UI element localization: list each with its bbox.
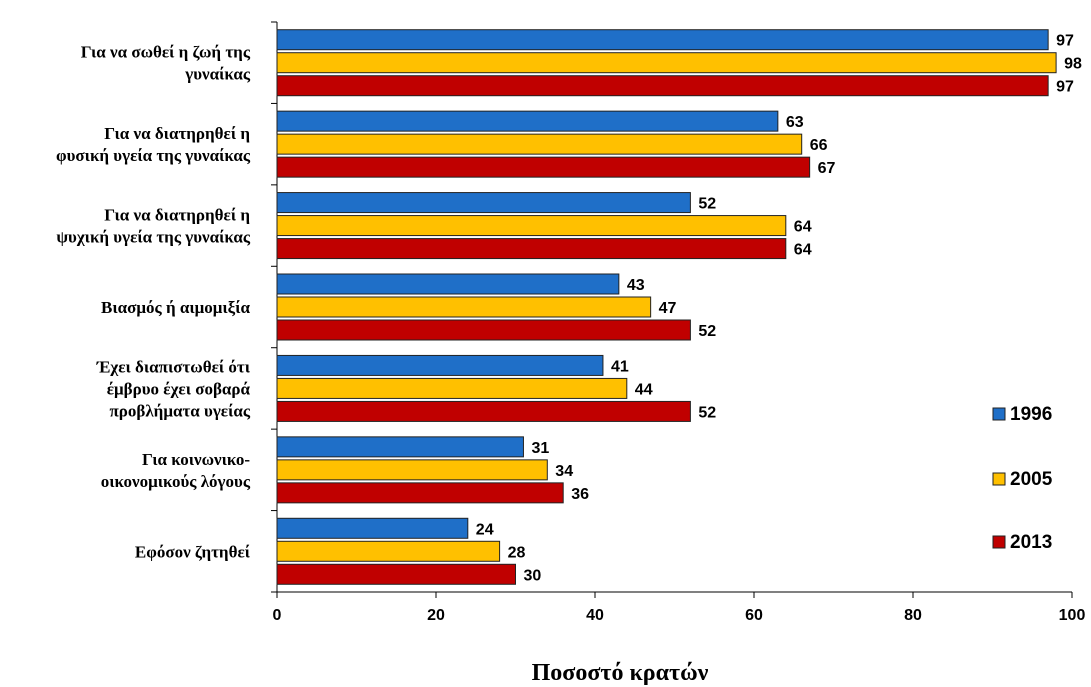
bar bbox=[276, 192, 691, 214]
category-label: Βιασμός ή αιμομιξία bbox=[101, 298, 250, 317]
value-label: 97 bbox=[1056, 33, 1074, 50]
value-label: 97 bbox=[1056, 79, 1074, 96]
bar bbox=[276, 459, 548, 481]
value-label: 30 bbox=[524, 567, 542, 584]
bar bbox=[276, 156, 811, 178]
bar bbox=[276, 377, 628, 399]
x-tick-label: 100 bbox=[1059, 607, 1086, 624]
category-label: Για να σωθεί η ζωή της γυναίκας bbox=[81, 43, 251, 84]
value-label: 43 bbox=[627, 277, 645, 294]
value-label: 31 bbox=[531, 440, 549, 457]
value-label: 28 bbox=[508, 544, 526, 561]
x-tick-label: 80 bbox=[904, 607, 922, 624]
bar bbox=[276, 52, 1057, 74]
value-label: 34 bbox=[555, 463, 573, 480]
value-label: 24 bbox=[476, 521, 494, 538]
legend-swatch bbox=[992, 535, 1006, 549]
bar bbox=[276, 273, 620, 295]
bar bbox=[276, 540, 501, 562]
legend-label: 2005 bbox=[1010, 469, 1053, 490]
x-tick-label: 40 bbox=[586, 607, 604, 624]
bar bbox=[276, 238, 787, 260]
value-label: 64 bbox=[794, 242, 812, 259]
value-label: 36 bbox=[571, 486, 589, 503]
bar bbox=[276, 354, 604, 376]
value-label: 44 bbox=[635, 381, 653, 398]
legend-label: 1996 bbox=[1010, 404, 1052, 425]
bar bbox=[276, 29, 1049, 51]
bar bbox=[276, 482, 564, 504]
bar bbox=[276, 319, 691, 341]
category-label: Εφόσον ζητηθεί bbox=[135, 542, 251, 561]
value-label: 64 bbox=[794, 219, 812, 236]
category-label: Για να διατηρηθεί η φυσική υγεία της γυνα… bbox=[56, 124, 251, 165]
category-label: Για κοινωνικο-οικονομικούς λόγους bbox=[101, 450, 251, 491]
bar bbox=[276, 563, 516, 585]
x-tick-label: 60 bbox=[745, 607, 763, 624]
value-label: 52 bbox=[698, 323, 716, 340]
x-tick-label: 0 bbox=[273, 607, 282, 624]
category-label: Έχει διαπιστωθεί ότι έμβρυο έχει σοβαρά πρ… bbox=[96, 357, 251, 420]
legend-swatch bbox=[992, 472, 1006, 486]
value-label: 63 bbox=[786, 114, 804, 131]
bar bbox=[276, 296, 652, 318]
value-label: 47 bbox=[659, 300, 677, 317]
x-tick-label: 20 bbox=[427, 607, 445, 624]
legend-label: 2013 bbox=[1010, 532, 1052, 553]
bar bbox=[276, 75, 1049, 97]
bar bbox=[276, 110, 779, 132]
bar bbox=[276, 517, 469, 539]
category-label: Για να διατηρηθεί η ψυχική υγεία της γυνα… bbox=[56, 206, 251, 247]
value-label: 98 bbox=[1064, 56, 1082, 73]
bar bbox=[276, 436, 524, 458]
bar bbox=[276, 400, 691, 422]
value-label: 67 bbox=[818, 160, 836, 177]
value-label: 52 bbox=[698, 196, 716, 213]
value-label: 41 bbox=[611, 358, 629, 375]
x-axis-title: Ποσοστό κρατών bbox=[532, 660, 709, 686]
bar bbox=[276, 215, 787, 237]
value-label: 66 bbox=[810, 137, 828, 154]
bar bbox=[276, 133, 803, 155]
value-label: 52 bbox=[698, 404, 716, 421]
legend-swatch bbox=[992, 407, 1006, 421]
